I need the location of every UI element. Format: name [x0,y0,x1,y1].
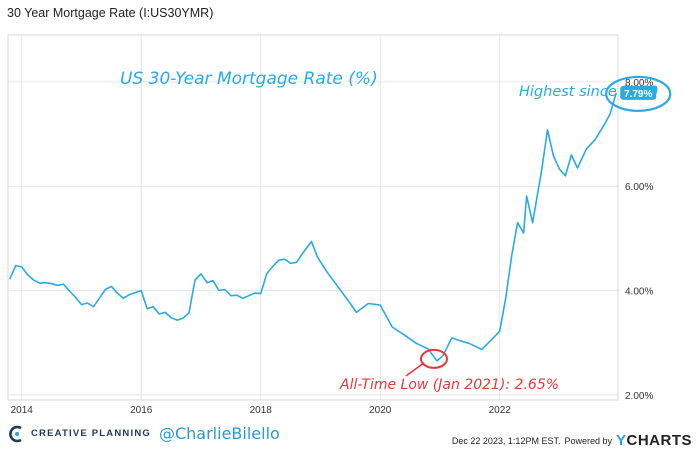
author-handle[interactable]: @CharlieBilello [158,424,280,443]
ycharts-logo-rest: CHARTS [626,432,692,449]
mortgage-rate-line [9,92,617,362]
brand-block: CREATIVE PLANNING @CharlieBilello [8,424,280,443]
annotation-low-arrow [405,362,425,377]
creative-planning-logo-icon [9,425,22,442]
y-tick-label: 6.00% [625,182,653,193]
ycharts-logo-y: Y [615,432,627,449]
ycharts-logo[interactable]: YCHARTS [616,432,692,449]
annotation-all-time-low: All-Time Low (Jan 2021): 2.65% [339,377,559,393]
last-value-label: 7.79% [624,89,652,100]
powered-by-label: Powered by [564,435,612,446]
x-axis-ticks: 2014 2016 2018 2020 2022 [11,405,512,416]
x-tick-label: 2022 [489,405,512,416]
x-tick-label: 2014 [11,405,34,416]
timestamp: Dec 22 2023, 1:12PM EST. [451,435,561,446]
annotation-highest-circle [605,75,672,112]
annotation-low-circle [419,348,448,369]
chart-title: US 30-Year Mortgage Rate (%) [120,69,378,89]
y-tick-label: 8.00% [625,78,653,89]
y-tick-label: 4.00% [625,287,653,298]
x-tick-label: 2018 [250,405,273,416]
plot-frame [7,34,619,401]
x-tick-label: 2016 [130,405,153,416]
gridlines [8,35,618,400]
source-credit: Dec 22 2023, 1:12PM EST. Powered by YCHA… [452,432,692,449]
y-axis-ticks: 2.00% 4.00% 6.00% 8.00% [625,78,653,402]
x-tick-label: 2020 [369,405,392,416]
chart-window-title: 30 Year Mortgage Rate (I:US30YMR) [7,6,214,20]
last-value-badge [620,85,657,100]
y-tick-label: 2.00% [625,391,653,402]
brand-name: CREATIVE PLANNING [31,428,151,439]
